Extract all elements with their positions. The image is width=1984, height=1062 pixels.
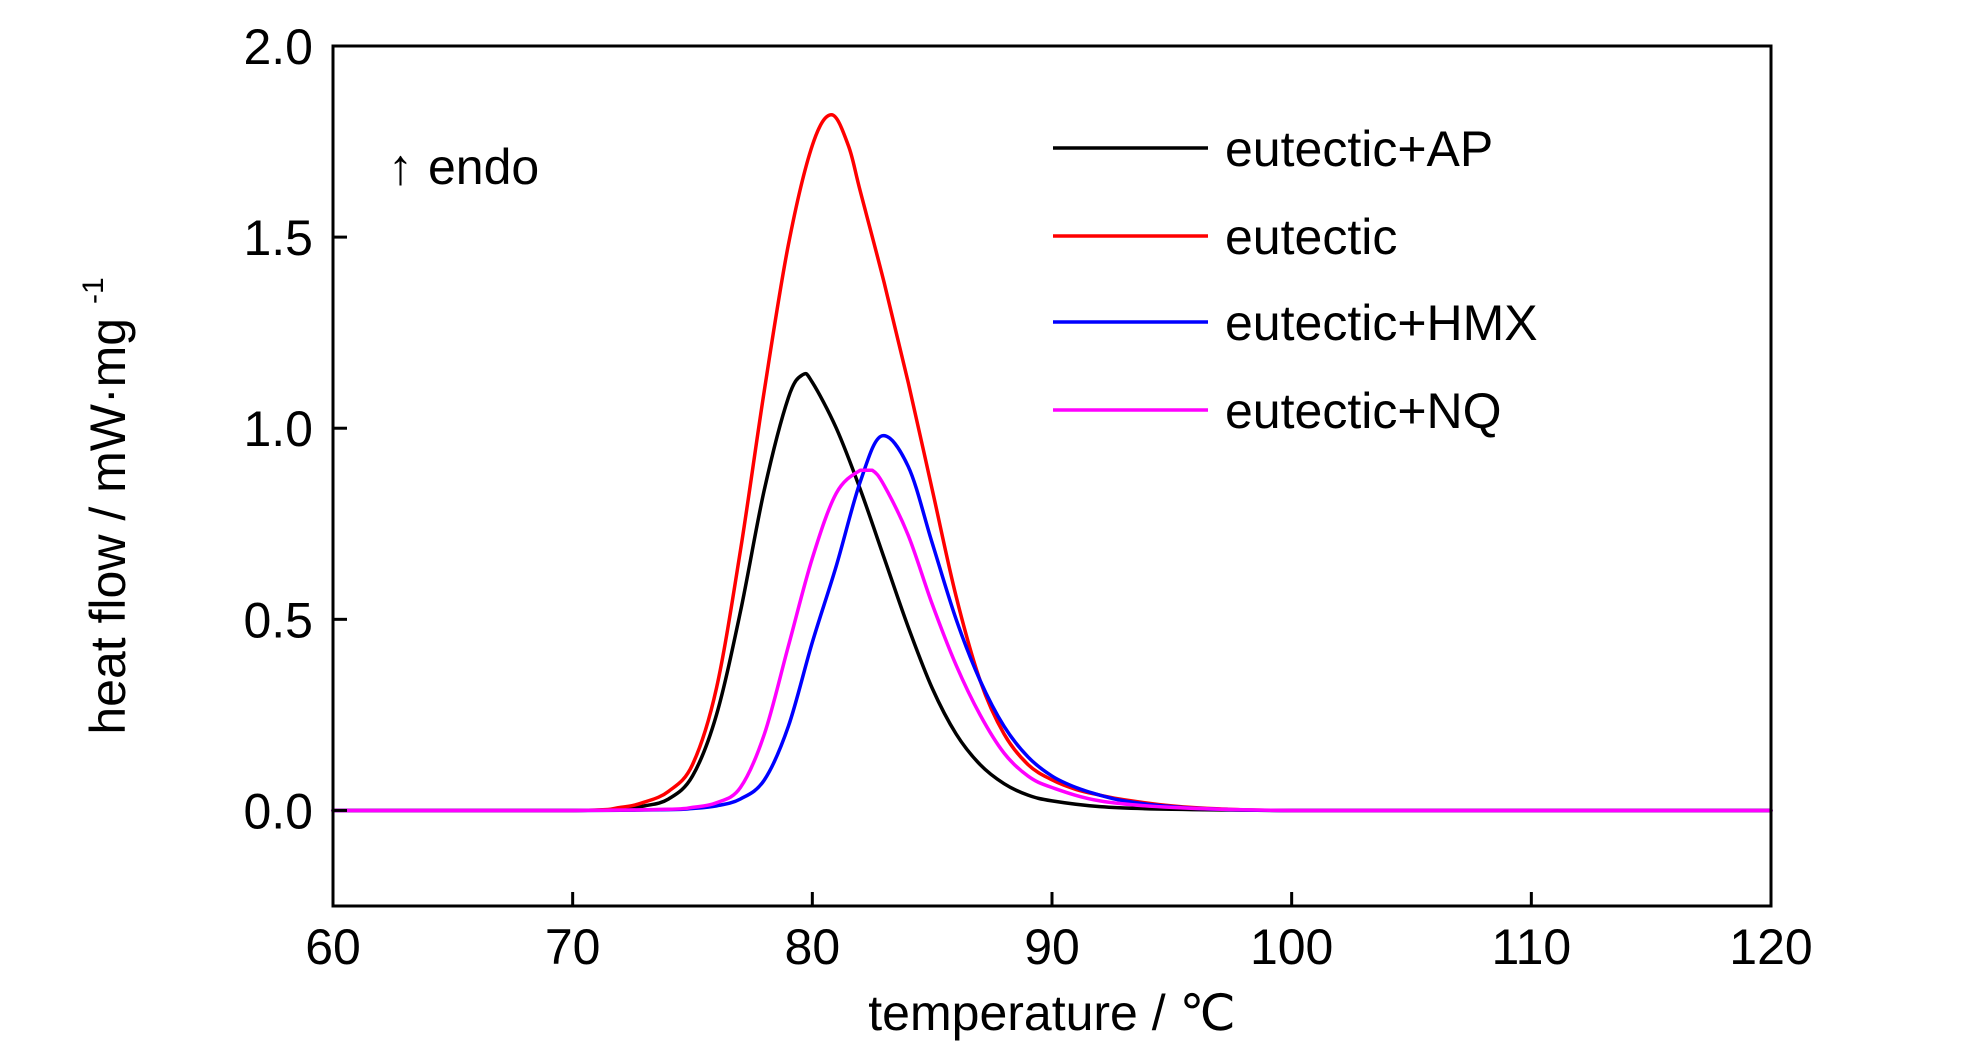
y-tick-label: 1.0	[243, 401, 313, 457]
up-arrow-icon: ↑	[388, 139, 413, 195]
series-line-3	[331, 468, 1773, 813]
legend-label: eutectic	[1225, 209, 1397, 265]
x-tick-label: 100	[1250, 919, 1333, 975]
y-axis-title: heat flow / mW·mg -1	[77, 277, 136, 734]
legend: eutectic+AP eutectic eutectic+HMX eutectic+…	[1053, 121, 1538, 439]
x-tick-label: 70	[545, 919, 601, 975]
endo-label: endo	[428, 139, 539, 195]
y-tick-label: 1.5	[243, 210, 313, 266]
x-tick-label: 120	[1729, 919, 1812, 975]
x-tick-label: 90	[1024, 919, 1080, 975]
y-axis-title-main: heat flow / mW·mg	[80, 318, 136, 735]
y-tick-label: 0.5	[243, 592, 313, 648]
y-tick-label: 0.0	[243, 783, 313, 839]
x-tick-label: 110	[1491, 919, 1571, 975]
x-tick-label: 80	[785, 919, 841, 975]
endo-annotation: ↑ endo	[388, 139, 539, 195]
legend-label: eutectic+HMX	[1225, 295, 1538, 351]
y-axis-ticks: 0.0 0.5 1.0 1.5 2.0	[243, 19, 347, 839]
x-axis-title: temperature / ℃	[868, 985, 1235, 1041]
y-axis-title-superscript: -1	[77, 277, 110, 304]
legend-label: eutectic+AP	[1225, 121, 1493, 177]
legend-label: eutectic+NQ	[1225, 383, 1502, 439]
series-line-0	[331, 371, 1773, 813]
y-tick-label: 2.0	[243, 19, 313, 75]
x-tick-label: 60	[305, 919, 361, 975]
series-layer	[331, 113, 1773, 813]
x-axis-ticks: 60 70 80 90 100 110 120	[305, 892, 1813, 975]
